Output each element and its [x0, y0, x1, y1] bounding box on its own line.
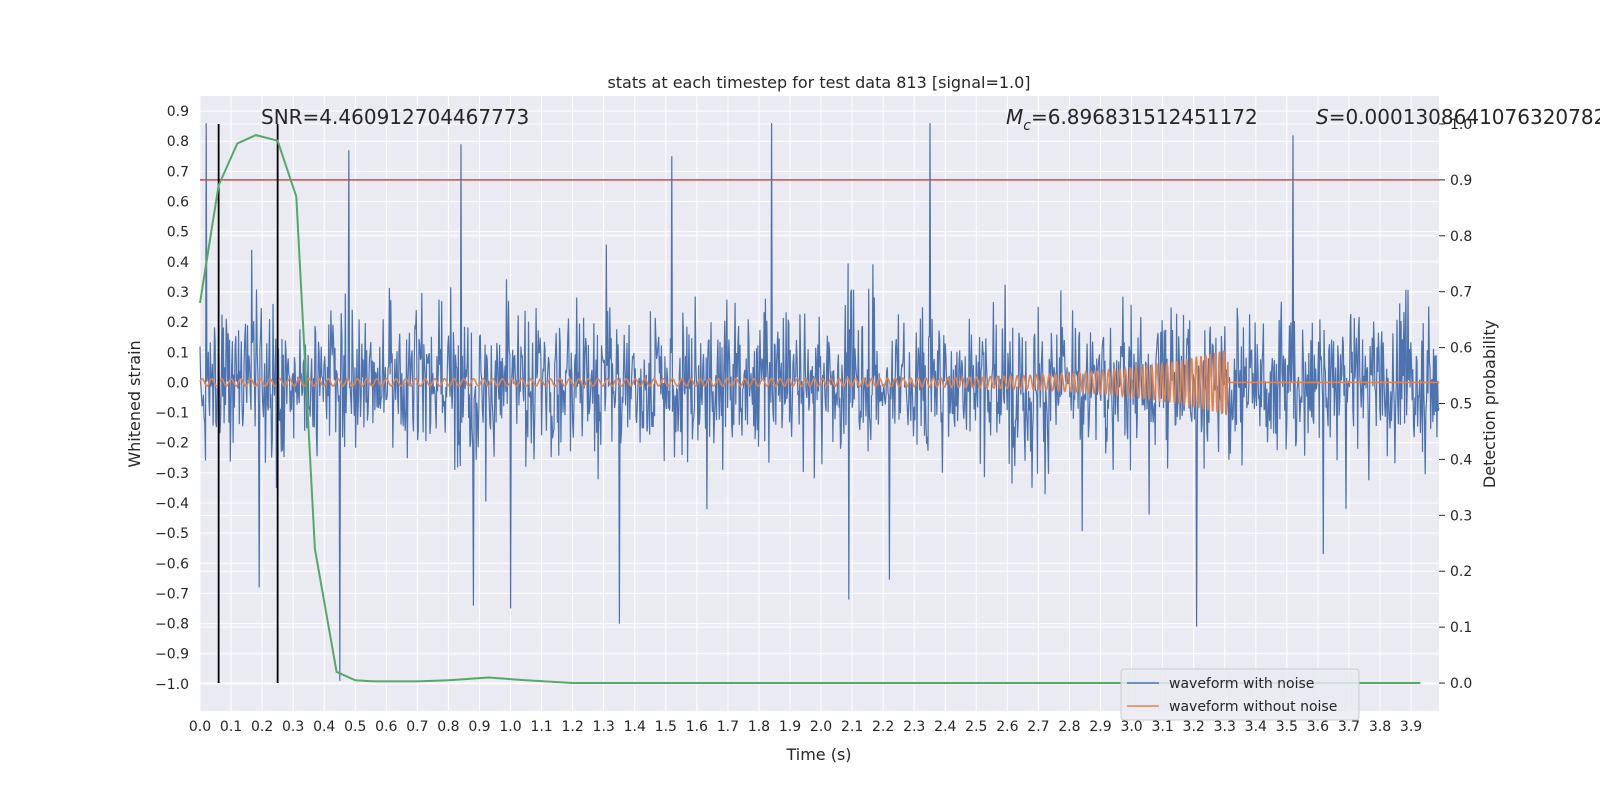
y2-tick-label: 0.6: [1450, 341, 1472, 357]
y-tick-label: −0.4: [155, 496, 189, 512]
y-tick-label: −0.1: [155, 406, 189, 422]
y-tick-label: 0.4: [167, 255, 189, 271]
x-tick-label: 3.2: [1183, 719, 1205, 735]
x-tick-label: 2.5: [965, 719, 987, 735]
x-axis-label: Time (s): [785, 745, 851, 764]
x-tick-label: 0.6: [375, 719, 397, 735]
chirp-mass-value: =6.896831512451172: [1031, 105, 1258, 129]
y2-tick-label: 0.9: [1450, 173, 1472, 189]
x-tick-label: 2.1: [841, 719, 863, 735]
y-tick-label: −0.7: [155, 586, 189, 602]
x-tick-label: 3.0: [1120, 719, 1142, 735]
x-tick-label: 2.6: [996, 719, 1018, 735]
x-tick-label: 3.8: [1369, 719, 1391, 735]
x-tick-label: 1.7: [717, 719, 739, 735]
x-tick-label: 1.6: [686, 719, 708, 735]
series-waveform-without-noise: [199, 350, 1439, 416]
y-tick-label: 0.8: [167, 134, 189, 150]
x-tick-label: 2.7: [1027, 719, 1049, 735]
x-tick-label: 0.9: [468, 719, 490, 735]
y-tick-label: 0.6: [167, 195, 189, 211]
chirp-mass-subscript: c: [1023, 118, 1031, 134]
y-tick-label: 0.7: [167, 164, 189, 180]
y-tick-label: 0.1: [167, 345, 189, 361]
x-tick-label: 3.7: [1338, 719, 1360, 735]
y-tick-label: 0.2: [167, 315, 189, 331]
x-tick-label: 3.4: [1245, 719, 1267, 735]
chirp-mass-annotation: Mc=6.896831512451172: [1006, 105, 1258, 134]
x-tick-label: 1.4: [624, 719, 646, 735]
y2-tick-label: 0.5: [1450, 397, 1472, 413]
x-tick-label: 2.2: [872, 719, 894, 735]
y2-tick-label: 0.1: [1450, 620, 1472, 636]
legend: waveform with noise waveform without noi…: [1120, 668, 1360, 721]
x-tick-label: 1.1: [530, 719, 552, 735]
y-tick-label: 0.0: [167, 375, 189, 391]
y-tick-label: 0.5: [167, 225, 189, 241]
chirp-mass-symbol: M: [1006, 105, 1023, 129]
y2-tick-label: 0.0: [1450, 676, 1472, 692]
y-axis-label: Whitened strain: [125, 340, 144, 467]
x-tick-label: 3.5: [1276, 719, 1298, 735]
s-value: =0.00013086410763207823: [1329, 105, 1600, 129]
x-tick-label: 2.0: [810, 719, 832, 735]
plot-series: [199, 123, 1440, 684]
x-tick-label: 2.9: [1089, 719, 1111, 735]
y-tick-label: −0.2: [155, 436, 189, 452]
x-tick-label: 0.4: [313, 719, 335, 735]
x-tick-label: 0.0: [189, 719, 211, 735]
x-tick-label: 1.0: [499, 719, 521, 735]
y-tick-label: −0.5: [155, 526, 189, 542]
x-tick-label: 1.9: [779, 719, 801, 735]
y2-tick-label: 0.3: [1450, 508, 1472, 524]
y2-tick-label: 1.0: [1450, 117, 1472, 133]
x-tick-label: 1.5: [655, 719, 677, 735]
y2-axis-label: Detection probability: [1480, 320, 1499, 488]
x-tick-label: 1.8: [748, 719, 770, 735]
x-tick-label: 0.8: [437, 719, 459, 735]
y2-tick-label: 0.2: [1450, 564, 1472, 580]
series-detection-probability: [199, 134, 1421, 684]
x-tick-label: 2.4: [934, 719, 956, 735]
series-waveform-with-noise: [199, 123, 1440, 681]
legend-label-noisy: waveform with noise: [1169, 676, 1314, 692]
y-tick-label: −1.0: [155, 677, 189, 693]
y-tick-label: −0.9: [155, 647, 189, 663]
y2-tick-label: 0.8: [1450, 229, 1472, 245]
snr-annotation: SNR=4.460912704467773: [261, 105, 529, 129]
legend-label-clean: waveform without noise: [1169, 699, 1337, 715]
y-tick-label: −0.8: [155, 617, 189, 633]
x-tick-label: 2.8: [1058, 719, 1080, 735]
y-tick-label: −0.3: [155, 466, 189, 482]
legend-box: [1120, 668, 1360, 721]
y2-tick-label: 0.7: [1450, 285, 1472, 301]
x-tick-label: 1.2: [561, 719, 583, 735]
x-tick-label: 0.7: [406, 719, 428, 735]
x-tick-label: 3.9: [1400, 719, 1422, 735]
x-tick-label: 3.6: [1307, 719, 1329, 735]
x-tick-label: 0.3: [282, 719, 304, 735]
y2-tick-label: 0.4: [1450, 452, 1472, 468]
chart-title: stats at each timestep for test data 813…: [607, 73, 1030, 92]
y-tick-label: 0.3: [167, 285, 189, 301]
x-tick-label: 0.5: [344, 719, 366, 735]
y-tick-label: −0.6: [155, 556, 189, 572]
y-tick-label: 0.9: [167, 104, 189, 120]
axes: 0.0 0.1 0.2 0.3 0.4 0.5 0.6 0.7 0.8 0.9 1.0 1.1 1.2 1…: [155, 104, 1472, 735]
x-tick-label: 3.3: [1214, 719, 1236, 735]
x-tick-label: 1.3: [593, 719, 615, 735]
x-tick-label: 2.3: [903, 719, 925, 735]
x-tick-label: 0.2: [251, 719, 273, 735]
s-annotation: S=0.00013086410763207823: [1316, 105, 1600, 129]
x-tick-label: 0.1: [220, 719, 242, 735]
x-tick-label: 3.1: [1151, 719, 1173, 735]
s-symbol: S: [1316, 105, 1329, 129]
